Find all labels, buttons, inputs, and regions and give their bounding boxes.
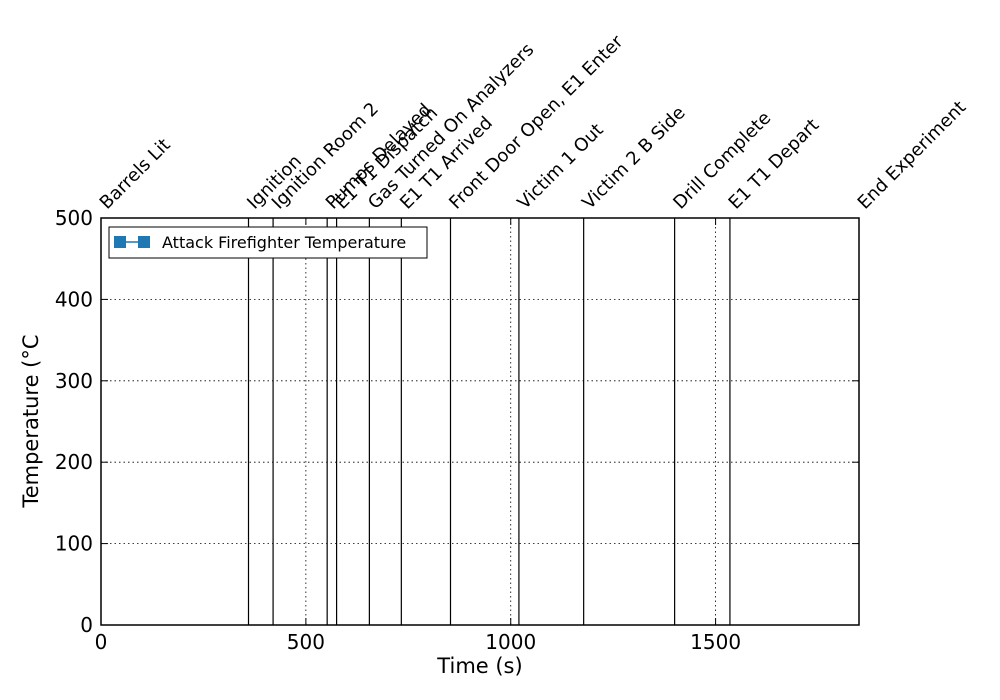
- plot-frame: [100, 217, 860, 626]
- event-lines: [247, 218, 731, 625]
- event-label: Barrels Lit: [96, 135, 175, 214]
- y-tick-label: 0: [80, 613, 93, 637]
- y-tick-label: 100: [55, 532, 93, 556]
- event-label: Drill Complete: [669, 108, 775, 214]
- x-axis-title: Time (s): [436, 654, 522, 678]
- x-tick-label: 1000: [485, 630, 536, 654]
- y-tick-label: 300: [55, 369, 93, 393]
- x-tick-label: 1500: [690, 630, 741, 654]
- y-tick-label: 400: [55, 287, 93, 311]
- x-tick-label: 0: [95, 630, 108, 654]
- axis-ticks: 0 500 1000 1500 0 100 200 300 400 500: [55, 206, 859, 654]
- grid-lines: [101, 218, 859, 625]
- y-tick-label: 500: [55, 206, 93, 230]
- legend-label: Attack Firefighter Temperature: [162, 233, 406, 252]
- x-tick-label: 500: [287, 630, 325, 654]
- legend: Attack Firefighter Temperature: [108, 226, 428, 259]
- y-tick-label: 200: [55, 450, 93, 474]
- legend-marker-right: [138, 236, 150, 248]
- legend-marker-left: [114, 236, 126, 248]
- y-axis-title: Temperature (°C: [19, 334, 43, 508]
- event-label: End Experiment: [854, 97, 971, 214]
- legend-box: [108, 226, 428, 259]
- event-label: Gas Turned On Analyzers: [364, 39, 538, 213]
